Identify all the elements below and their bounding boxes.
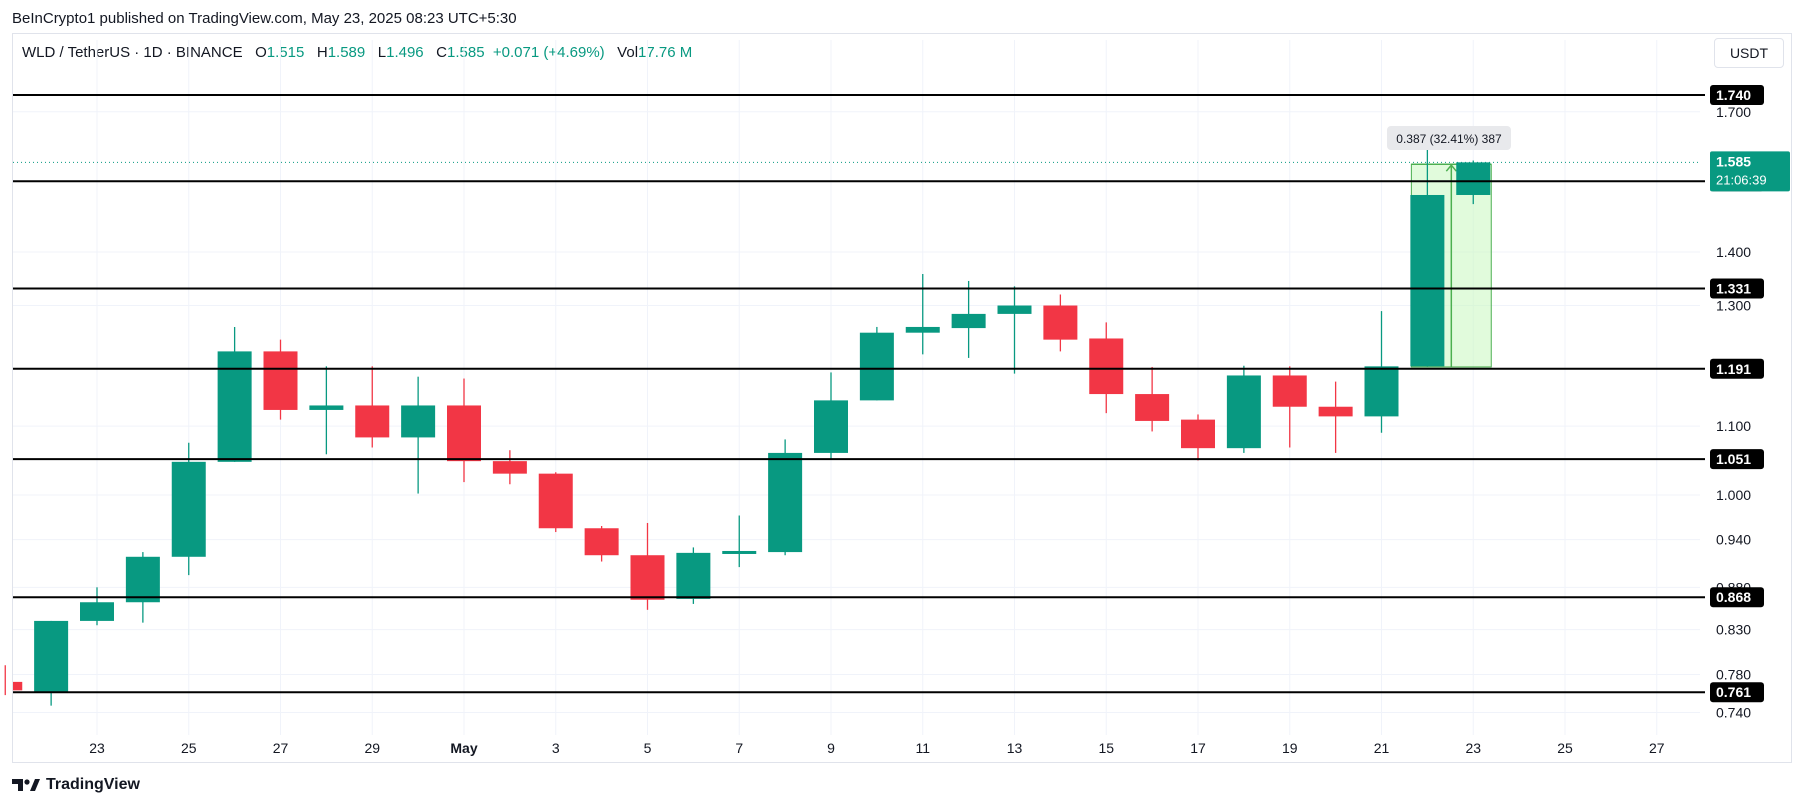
price-chart[interactable]: 0.7400.7800.8300.8800.9401.0001.1001.300…: [0, 0, 1804, 770]
change-value: +0.071 (+4.69%): [492, 44, 605, 61]
candle-body: [1410, 194, 1445, 367]
y-axis-tick-label: 1.000: [1716, 487, 1751, 503]
candle-body: [584, 528, 619, 556]
measure-label-box: [1387, 126, 1511, 150]
x-axis-tick-label: 5: [644, 740, 652, 756]
candle-body: [13, 681, 23, 691]
low-value: 1.496: [386, 44, 424, 61]
y-axis-tick-label: 0.740: [1716, 704, 1751, 720]
open-value: 1.515: [266, 44, 305, 61]
candle-body: [80, 602, 114, 621]
level-price-label: 1.051: [1716, 451, 1751, 467]
candle-body: [447, 405, 481, 462]
candle-body: [814, 400, 848, 453]
close-label: C: [436, 44, 448, 61]
x-axis-tick-label: 29: [364, 740, 380, 756]
volume-label: Vol: [617, 44, 639, 61]
level-price-label: 1.740: [1716, 87, 1751, 103]
candle-body: [722, 550, 757, 554]
low-label: L: [377, 44, 387, 61]
high-value: 1.589: [327, 44, 366, 61]
candle-body: [905, 326, 940, 333]
x-axis-tick-label: 23: [1465, 740, 1481, 756]
chart-frame: [12, 33, 1792, 763]
candle-body: [676, 552, 711, 599]
level-price-tag: [1710, 587, 1764, 608]
x-axis-tick-label: 13: [1007, 740, 1023, 756]
candle-body: [1089, 338, 1124, 395]
candle-body: [1364, 366, 1399, 417]
candle-body: [263, 351, 298, 410]
bar-countdown-label: 21:06:39: [1716, 172, 1767, 187]
level-price-tag: [1710, 278, 1764, 299]
candle-body: [34, 620, 69, 693]
tradingview-logo[interactable]: TradingView: [12, 776, 140, 794]
currency-button[interactable]: USDT: [1714, 38, 1784, 68]
y-axis-tick-label: 1.300: [1716, 298, 1751, 314]
y-axis-tick-label: 1.400: [1716, 244, 1751, 260]
candle-body: [171, 461, 206, 557]
candle-body: [630, 555, 665, 600]
level-price-label: 0.868: [1716, 589, 1751, 605]
current-price-label: 1.585: [1716, 153, 1751, 169]
candle-body: [859, 332, 894, 401]
candle-body: [492, 461, 527, 474]
high-label: H: [316, 44, 328, 61]
x-axis-tick-label: 23: [89, 740, 105, 756]
candle-body: [538, 473, 573, 529]
x-axis-tick-label: 15: [1098, 740, 1114, 756]
x-axis-tick-label: 11: [915, 740, 930, 756]
y-axis-tick-label: 0.830: [1716, 622, 1751, 638]
candle-body: [355, 405, 390, 438]
symbol-legend: WLD / TetherUS · 1D · BINANCE O1.515 H1.…: [22, 44, 692, 61]
candle-body: [401, 405, 436, 438]
candle-body: [951, 313, 986, 329]
x-axis-tick-label: 7: [735, 740, 743, 756]
open-label: O: [255, 44, 267, 61]
y-axis-tick-label: 1.700: [1716, 104, 1751, 120]
measure-arrow: [1445, 164, 1457, 172]
x-axis-tick-label: 9: [827, 740, 835, 756]
level-price-tag: [1710, 358, 1764, 379]
level-price-tag: [1710, 449, 1764, 470]
candle-body: [997, 305, 1032, 314]
volume-value: 17.76 M: [638, 44, 693, 61]
current-price-tag: [1710, 151, 1790, 192]
x-axis-tick-label: 27: [1649, 740, 1665, 756]
candle-body: [1135, 394, 1170, 421]
y-axis-tick-label: 0.940: [1716, 532, 1751, 548]
y-axis-tick-label: 0.780: [1716, 666, 1751, 682]
candle-body: [125, 556, 160, 603]
level-price-label: 0.761: [1716, 684, 1751, 700]
publisher-line: BeInCrypto1 published on TradingView.com…: [12, 10, 517, 27]
symbol-title[interactable]: WLD / TetherUS · 1D · BINANCE: [22, 44, 243, 61]
y-axis-tick-label: 1.100: [1716, 418, 1751, 434]
candle-body: [1226, 375, 1261, 449]
level-price-label: 1.191: [1716, 361, 1751, 377]
candle-body: [1181, 419, 1215, 449]
candle-body: [768, 452, 803, 553]
close-value: 1.585: [447, 44, 485, 61]
x-axis-tick-label: 21: [1374, 740, 1390, 756]
x-axis-tick-label: 3: [552, 740, 560, 756]
candle-body: [309, 405, 344, 410]
tradingview-logo-icon: [12, 779, 40, 791]
level-price-label: 1.331: [1716, 281, 1751, 297]
x-axis-tick-label: May: [450, 740, 477, 756]
candle-body: [1318, 406, 1353, 417]
x-axis-tick-label: 17: [1190, 740, 1206, 756]
candle-body: [1272, 375, 1307, 407]
candle-body: [1456, 162, 1491, 195]
level-price-tag: [1710, 682, 1764, 703]
candle-body: [217, 351, 252, 462]
x-axis-tick-label: 25: [181, 740, 197, 756]
x-axis-tick-label: 25: [1557, 740, 1573, 756]
candle-body: [1043, 305, 1078, 340]
measure-label: 0.387 (32.41%) 387: [1396, 132, 1502, 146]
x-axis-tick-label: 27: [273, 740, 289, 756]
level-price-tag: [1710, 84, 1764, 105]
tradingview-brand: TradingView: [46, 776, 140, 793]
x-axis-tick-label: 19: [1282, 740, 1298, 756]
